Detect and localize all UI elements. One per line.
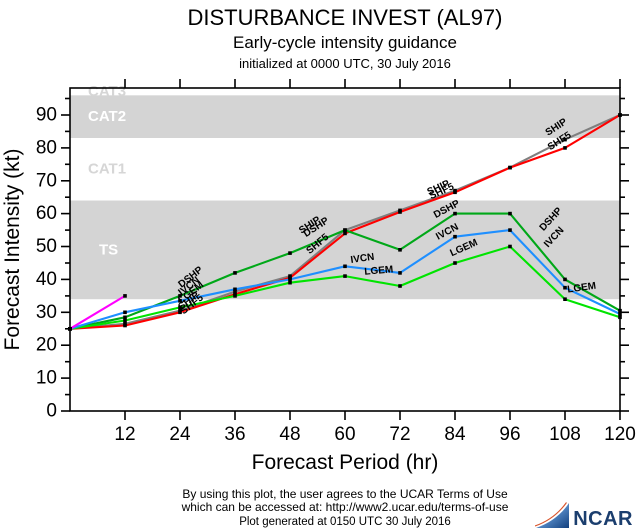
marker-LGEM-60 <box>343 274 347 278</box>
marker-SHF5-24 <box>178 310 182 315</box>
x-tick-label-60: 60 <box>334 424 355 445</box>
marker-IVCN-60 <box>343 264 347 269</box>
footer-generated-line: Plot generated at 0150 UTC 30 July 2016 <box>239 516 451 528</box>
marker-DSHP-96 <box>508 211 512 216</box>
y-tick-label-50: 50 <box>36 236 57 257</box>
y-axis-title: Forecast Intensity (kt) <box>1 149 24 351</box>
chart-subtitle: Early-cycle intensity guidance <box>233 33 457 52</box>
y-tick-label-40: 40 <box>36 269 57 290</box>
series-magenta <box>68 294 127 330</box>
marker-SHF5-72 <box>398 210 402 214</box>
marker-LGEM-36 <box>233 294 237 298</box>
marker-DSHP-72 <box>398 248 402 252</box>
footer-terms-line2: which can be accessed at: http://www2.uc… <box>181 500 509 514</box>
x-tick-label-36: 36 <box>224 424 245 445</box>
marker-DSHP-84 <box>453 211 457 216</box>
x-tick-label-48: 48 <box>279 424 300 445</box>
marker-IVCN-96 <box>508 228 512 232</box>
marker-DSHP-24 <box>178 294 182 298</box>
marker-magenta-12 <box>123 294 127 298</box>
marker-SHF5-60 <box>343 231 347 236</box>
model-label-IVCN-8: IVCN <box>350 252 375 266</box>
marker-LGEM-48 <box>288 280 292 285</box>
marker-SHF5-108 <box>563 146 567 150</box>
model-label-LGEM-9: LGEM <box>364 264 394 277</box>
marker-DSHP-36 <box>233 271 237 275</box>
x-tick-label-120: 120 <box>604 424 636 445</box>
footer-terms-line1: By using this plot, the user agrees to t… <box>182 487 508 501</box>
band-label-TS: TS <box>99 241 118 258</box>
y-tick-label-80: 80 <box>36 137 57 158</box>
marker-IVCN-108 <box>563 285 567 290</box>
marker-IVCN-48 <box>288 277 292 282</box>
marker-LGEM-108 <box>563 297 567 301</box>
marker-SHIP-36 <box>233 289 237 294</box>
y-tick-label-60: 60 <box>36 203 57 224</box>
marker-IVCN-24 <box>178 299 182 303</box>
y-tick-label-70: 70 <box>36 170 57 191</box>
x-axis-title: Forecast Period (hr) <box>252 451 439 474</box>
marker-LGEM-84 <box>453 261 457 265</box>
x-tick-label-12: 12 <box>114 424 135 445</box>
marker-SHF5-84 <box>453 190 457 195</box>
y-tick-label-30: 30 <box>36 302 57 323</box>
marker-DSHP-48 <box>288 251 292 255</box>
y-tick-label-0: 0 <box>46 401 57 422</box>
init-time-line: initialized at 0000 UTC, 30 July 2016 <box>239 56 451 71</box>
marker-IVCN-36 <box>233 287 237 292</box>
marker-SHF5-96 <box>508 165 512 170</box>
y-tick-label-90: 90 <box>36 105 57 126</box>
marker-LGEM-96 <box>508 244 512 249</box>
y-tick-label-10: 10 <box>36 368 57 389</box>
x-tick-label-84: 84 <box>444 424 466 445</box>
band-TS <box>70 200 620 300</box>
x-tick-label-24: 24 <box>169 424 191 445</box>
y-tick-label-20: 20 <box>36 335 57 356</box>
model-label-LGEM-19: LGEM <box>567 281 597 296</box>
band-CAT2 <box>70 95 620 138</box>
band-CAT1 <box>70 138 620 201</box>
ncar-swoosh-icon <box>535 502 570 528</box>
marker-DSHP-60 <box>343 228 347 232</box>
band-CAT3 <box>70 88 620 96</box>
marker-DSHP-108 <box>563 277 567 282</box>
marker-SHIP-108 <box>563 137 567 142</box>
marker-LGEM-72 <box>398 284 402 288</box>
x-tick-label-96: 96 <box>499 424 520 445</box>
band-label-CAT2: CAT2 <box>88 108 126 125</box>
marker-IVCN-72 <box>398 271 402 275</box>
marker-LGEM-24 <box>178 305 182 310</box>
marker-LGEM-12 <box>123 318 127 323</box>
marker-IVCN-12 <box>123 310 127 315</box>
ncar-logo: NCAR <box>535 502 633 529</box>
marker-SHF5-12 <box>123 323 127 328</box>
band-label-CAT1: CAT1 <box>88 161 126 178</box>
marker-DSHP-12 <box>123 315 127 320</box>
ncar-logo-text: NCAR <box>573 508 633 530</box>
marker-IVCN-84 <box>453 234 457 239</box>
x-tick-label-72: 72 <box>389 424 410 445</box>
page-title: DISTURBANCE INVEST (AL97) <box>187 5 503 30</box>
band-label-CAT3: CAT3 <box>88 83 126 100</box>
x-tick-label-108: 108 <box>549 424 581 445</box>
